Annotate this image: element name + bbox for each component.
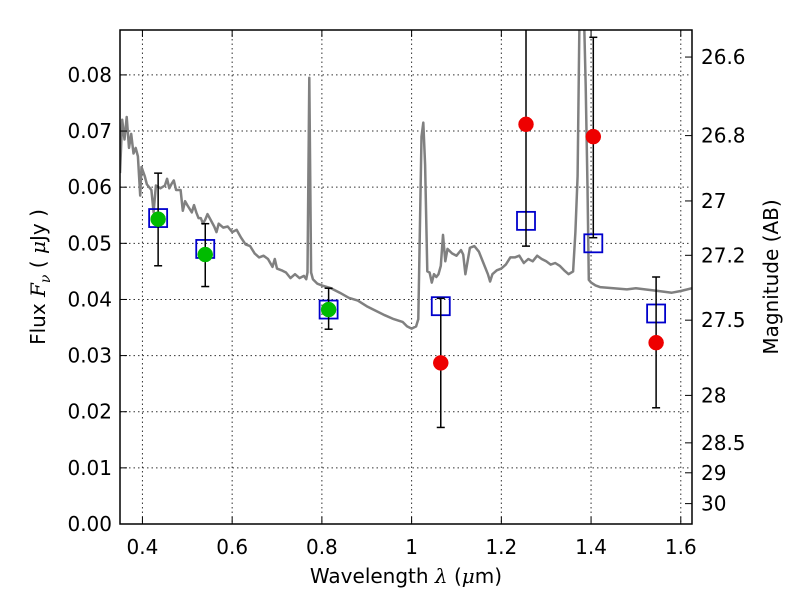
x-axis-label: Wavelength λ (μm) xyxy=(310,564,502,588)
spectrum-line xyxy=(120,30,692,330)
y2-tick-label: 28 xyxy=(701,383,726,407)
y-axis-label: Flux Fν ( μJy ) xyxy=(26,209,54,345)
y-tick-label: 0.02 xyxy=(67,400,112,424)
y2-tick-label: 27.2 xyxy=(701,243,746,267)
y2-tick-label: 27 xyxy=(701,189,726,213)
y2-tick-label: 27.5 xyxy=(701,308,746,332)
x-tick-label: 0.4 xyxy=(127,535,159,559)
y-tick-label: 0.07 xyxy=(67,119,112,143)
y-tick-label: 0.05 xyxy=(67,231,112,255)
y2-tick-label: 26.8 xyxy=(701,124,746,148)
plot-frame xyxy=(119,29,693,525)
plot-marks xyxy=(120,30,692,429)
y-tick-label: 0.01 xyxy=(67,456,112,480)
ground-point-marker xyxy=(585,128,602,145)
x-tick-label: 1.2 xyxy=(485,535,517,559)
x-tick-label: 0.8 xyxy=(306,535,338,559)
plot-area xyxy=(120,30,692,524)
y-tick-label: 0.00 xyxy=(67,512,112,536)
y-tick-label: 0.03 xyxy=(67,344,112,368)
y-tick-label: 0.06 xyxy=(67,175,112,199)
y2-tick-label: 28.5 xyxy=(701,431,746,455)
x-tick-label: 0.6 xyxy=(216,535,248,559)
x-tick-label: 1.6 xyxy=(665,535,697,559)
x-tick-label: 1.4 xyxy=(575,535,607,559)
x-tick-label: 1 xyxy=(405,535,418,559)
y-tick-label: 0.08 xyxy=(67,63,112,87)
ground-point-marker xyxy=(433,355,449,371)
ground-point-marker xyxy=(518,116,534,133)
y2-axis-label: Magnitude (AB) xyxy=(759,199,783,354)
y-tick-label: 0.04 xyxy=(67,287,112,311)
y2-tick-label: 29 xyxy=(701,461,726,485)
ground-point-marker xyxy=(648,334,664,351)
axis-ticks: 0.4 0.6 0.8 1 1.2 1.4 1.6 0.00 0.01 0.02 0.03 0.04 0… xyxy=(67,30,746,559)
y2-tick-label: 26.6 xyxy=(701,45,746,69)
y2-tick-label: 30 xyxy=(701,492,726,516)
hst-point-marker xyxy=(150,211,166,227)
hst-point-marker xyxy=(197,246,213,263)
hst-point-marker xyxy=(320,301,337,318)
